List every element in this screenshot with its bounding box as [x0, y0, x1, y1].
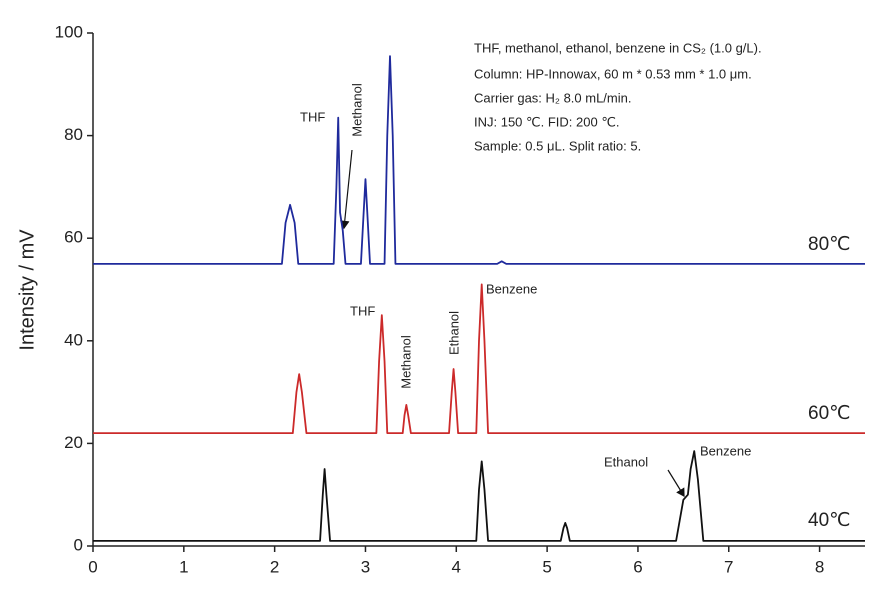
peak-label: THF [350, 303, 375, 318]
peak-label: Methanol [398, 335, 413, 389]
y-tick-label: 80 [64, 125, 83, 144]
info-line: Sample: 0.5 μL. Split ratio: 5. [474, 138, 641, 153]
x-tick-label: 4 [452, 557, 461, 576]
info-line: THF, methanol, ethanol, benzene in CS₂ (… [474, 40, 762, 55]
peak-label: Methanol [349, 83, 364, 137]
info-line: Column: HP-Innowax, 60 m * 0.53 mm * 1.0… [474, 66, 752, 81]
info-line: Carrier gas: H₂ 8.0 mL/min. [474, 90, 631, 105]
peak-label: Benzene [700, 443, 751, 458]
series-label: 40℃ [808, 510, 850, 531]
chromatogram-line [93, 283, 865, 435]
y-tick-label: 0 [74, 535, 83, 554]
peak-label: Ethanol [604, 454, 648, 469]
x-tick-label: 3 [361, 557, 370, 576]
x-tick-label: 5 [542, 557, 551, 576]
arrow [667, 469, 685, 498]
chromatogram-line [93, 450, 865, 542]
series-label: 80℃ [808, 234, 850, 255]
x-tick-label: 6 [633, 557, 642, 576]
chromatogram-line [93, 55, 865, 265]
x-tick-label: 0 [88, 557, 97, 576]
y-tick-label: 60 [64, 228, 83, 247]
peak-label: Benzene [486, 281, 537, 296]
series-label: 60℃ [808, 403, 850, 424]
y-axis-label: Intensity / mV [16, 229, 38, 351]
x-tick-label: 2 [270, 557, 279, 576]
x-tick-label: 8 [815, 557, 824, 576]
peak-label: THF [300, 109, 325, 124]
x-tick-label: 7 [724, 557, 733, 576]
peak-label: Ethanol [446, 311, 461, 355]
y-tick-label: 40 [64, 330, 83, 349]
info-line: INJ: 150 ℃. FID: 200 ℃. [474, 114, 620, 129]
x-tick-label: 1 [179, 557, 188, 576]
y-tick-label: 100 [55, 22, 83, 41]
arrow [339, 149, 353, 230]
y-tick-label: 20 [64, 433, 83, 452]
